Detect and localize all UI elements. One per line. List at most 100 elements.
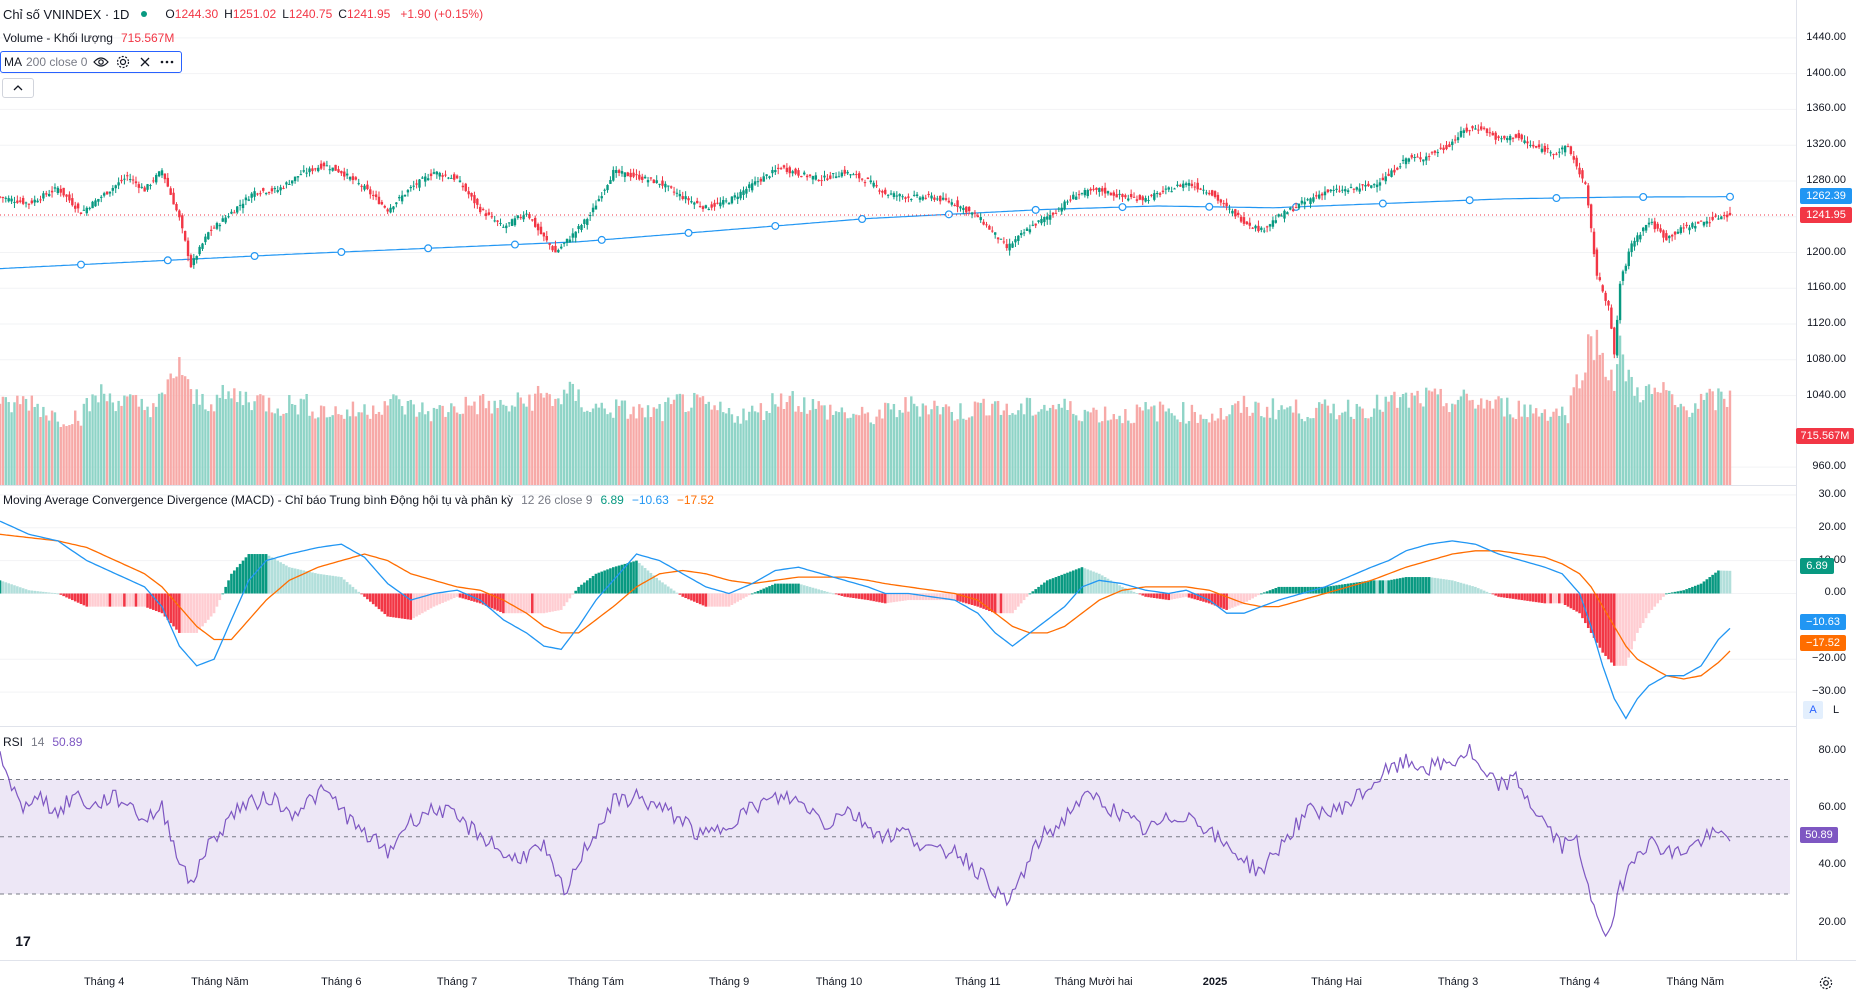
candle-body: [1682, 227, 1685, 229]
volume-bar: [111, 402, 115, 485]
macd-histogram-bar: [1074, 569, 1078, 594]
macd-histogram-bar: [198, 593, 201, 630]
candle-body: [461, 185, 465, 188]
candle-body: [852, 174, 855, 176]
candle-body: [1020, 232, 1023, 236]
macd-histogram-bar: [1589, 593, 1593, 633]
gear-icon[interactable]: [115, 54, 131, 70]
macd-histogram-bar: [831, 593, 835, 595]
volume-bar: [1511, 417, 1515, 485]
macd-histogram-bar: [1118, 585, 1121, 594]
macd-histogram-bar: [418, 593, 421, 615]
macd-histogram-bar: [1019, 593, 1023, 604]
volume-bar: [114, 411, 117, 485]
candle-body: [1170, 191, 1173, 193]
volume-bar: [1613, 390, 1616, 485]
volume-bar: [1679, 403, 1683, 485]
macd-histogram-bar: [652, 575, 656, 594]
volume-bar: [1416, 390, 1419, 485]
candle-body: [377, 196, 381, 204]
candle-body: [1263, 230, 1266, 232]
rsi-legend[interactable]: RSI 14 50.89: [3, 733, 82, 751]
volume-bar: [1144, 402, 1147, 485]
volume-bar: [270, 412, 274, 485]
macd-histogram-bar: [1419, 577, 1422, 594]
price-axis-label: 1280.00: [1806, 173, 1846, 186]
collapse-legend-button[interactable]: [2, 78, 34, 98]
symbol-title[interactable]: Chỉ số VNINDEX · 1D: [3, 6, 130, 22]
tradingview-logo[interactable]: 17: [15, 933, 31, 949]
ma-legend[interactable]: MA 200 close 0: [0, 51, 183, 73]
volume-bar: [675, 394, 679, 485]
candle-body: [285, 182, 288, 185]
macd-signal-tag: −17.52: [1800, 635, 1846, 651]
volume-bar: [1575, 374, 1578, 485]
volume-bar: [1268, 417, 1272, 485]
volume-bar: [1193, 411, 1196, 485]
volume-bar: [1621, 354, 1625, 485]
volume-bar: [371, 405, 375, 485]
volume-bar: [727, 407, 731, 485]
macd-histogram-bar: [481, 593, 485, 605]
eye-icon[interactable]: [93, 54, 110, 70]
macd-histogram-bar: [1355, 582, 1359, 594]
more-icon[interactable]: [159, 54, 175, 70]
volume-bar: [739, 423, 742, 485]
candle-body: [1427, 156, 1431, 158]
macd-histogram-bar: [322, 574, 326, 594]
volume-bar: [1728, 390, 1732, 485]
auto-scale-button[interactable]: A: [1803, 701, 1823, 719]
volume-bar: [1393, 391, 1396, 485]
candle-body: [1066, 201, 1069, 203]
volume-bar: [1092, 407, 1095, 485]
volume-legend[interactable]: Volume - Khối lượng 715.567M: [3, 29, 174, 47]
macd-histogram-bar: [1714, 572, 1717, 594]
macd-histogram-bar: [551, 593, 554, 612]
candle-body: [1040, 218, 1043, 224]
candle-body: [1393, 169, 1396, 173]
volume-bar: [1520, 416, 1523, 485]
candle-body: [1260, 227, 1263, 230]
macd-histogram-bar: [348, 584, 352, 594]
candle-body: [1546, 148, 1549, 150]
candle-body: [771, 169, 774, 174]
macd-histogram-bar: [585, 580, 589, 594]
price-change: +1.90 (+0.15%): [400, 7, 484, 21]
candle-body: [973, 212, 977, 214]
candle-body: [1329, 189, 1332, 192]
volume-bar: [273, 413, 277, 485]
candle-body: [858, 173, 861, 179]
macd-legend[interactable]: Moving Average Convergence Divergence (M…: [3, 491, 714, 509]
volume-bar: [750, 405, 754, 485]
volume-bar: [748, 411, 751, 485]
market-status-icon[interactable]: [137, 7, 151, 21]
volume-bar: [1037, 411, 1040, 485]
volume-bar: [435, 408, 439, 485]
candle-body: [800, 175, 803, 178]
close-icon[interactable]: [137, 54, 153, 70]
volume-bar: [293, 404, 297, 485]
settings-icon[interactable]: [1818, 975, 1834, 991]
volume-bar: [1121, 423, 1124, 485]
volume-bar: [166, 379, 169, 485]
macd-histogram-bar: [1176, 593, 1179, 599]
candle-body: [516, 215, 520, 219]
macd-histogram-bar: [175, 593, 178, 630]
volume-bar: [1271, 398, 1275, 485]
volume-bar: [53, 412, 57, 485]
macd-histogram-bar: [1624, 593, 1628, 666]
macd-histogram-bar: [788, 583, 792, 594]
log-scale-button[interactable]: L: [1826, 701, 1846, 719]
macd-histogram-bar: [528, 593, 531, 614]
volume-bar: [849, 417, 852, 485]
macd-histogram-bar: [1424, 577, 1428, 594]
candle-body: [1595, 249, 1599, 276]
macd-line: [0, 520, 1731, 720]
candle-body: [487, 212, 491, 215]
candle-body: [1396, 167, 1399, 170]
volume-bar: [175, 376, 178, 485]
macd-histogram-bar: [444, 593, 447, 602]
candle-body: [1060, 207, 1063, 212]
volume-bar: [1115, 419, 1118, 485]
